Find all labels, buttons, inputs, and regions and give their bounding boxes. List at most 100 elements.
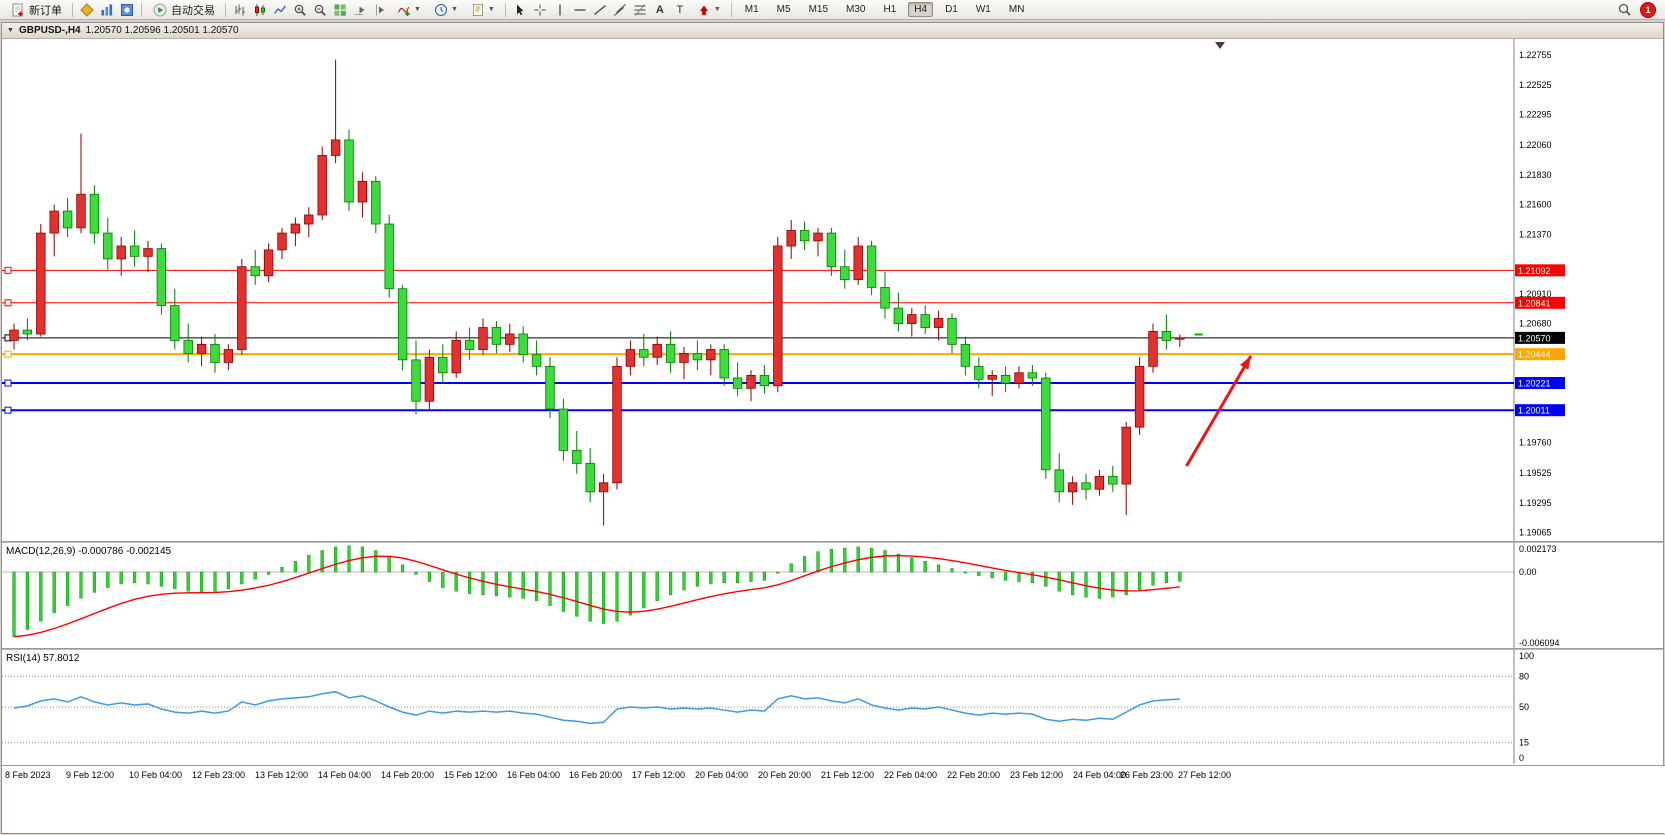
price-label-box [1515, 264, 1565, 277]
chart-shift-icon[interactable] [372, 2, 388, 18]
line-anchor[interactable] [4, 406, 12, 414]
notification-badge[interactable]: 1 [1640, 1, 1656, 18]
panel-separator[interactable] [2, 541, 1663, 543]
timeframe-M1-button[interactable]: M1 [744, 4, 759, 15]
timeframe-group: M1 M5 M15 M30 H1 H4 D1 W1 MN [735, 0, 1035, 19]
macd-panel[interactable]: MACD(12,26,9) -0.000786 -0.002145 0.00217… [2, 543, 1665, 648]
main-toolbar: 新订单 自动交易 [0, 0, 1665, 20]
rsi-panel[interactable]: RSI(14) 57.8012 100 80 50 15 0 [2, 650, 1665, 764]
line-chart-icon[interactable] [272, 2, 288, 18]
timeframe-M5-button[interactable]: M5 [776, 4, 791, 15]
line-anchor[interactable] [4, 266, 12, 274]
svg-text:50: 50 [1519, 702, 1529, 712]
svg-text:80: 80 [1519, 671, 1529, 681]
arrows-button[interactable]: ▼ [692, 0, 725, 20]
svg-text:1.20910: 1.20910 [1519, 289, 1552, 299]
toolbar-separator [72, 2, 73, 17]
chart-window: ▼ GBPUSD-,H4 1.20570 1.20596 1.20501 1.2… [1, 22, 1665, 834]
timeframe-W1-button[interactable]: W1 [975, 4, 991, 15]
auto-trading-icon [152, 2, 168, 18]
hline-1.20011[interactable]: 1.20011 [2, 404, 1565, 417]
chart-shift-marker[interactable] [1215, 42, 1225, 49]
text-label-icon[interactable]: T [676, 3, 684, 16]
svg-text:1.22060: 1.22060 [1519, 140, 1552, 150]
svg-text:1.22755: 1.22755 [1519, 50, 1552, 60]
bar-chart-icon[interactable] [232, 2, 248, 18]
svg-text:1.20680: 1.20680 [1519, 319, 1552, 329]
svg-text:1.21370: 1.21370 [1519, 229, 1552, 239]
time-axis-label: 26 Feb 23:00 [1120, 770, 1174, 780]
chart-titlebar[interactable]: ▼ GBPUSD-,H4 1.20570 1.20596 1.20501 1.2… [2, 23, 1663, 39]
hline-1.20444[interactable]: 1.20444 [2, 348, 1565, 361]
vertical-line-icon[interactable] [552, 2, 568, 18]
time-axis-label: 27 Feb 12:00 [1178, 770, 1232, 780]
trendline-icon[interactable] [592, 2, 608, 18]
timeframe-M15-button[interactable]: M15 [808, 4, 829, 15]
dropdown-caret: ▼ [450, 6, 458, 13]
horizontal-line-icon[interactable] [572, 2, 588, 18]
hline-1.21092[interactable]: 1.21092 [2, 264, 1565, 277]
text-icon[interactable]: A [655, 3, 664, 16]
price-label-box [1515, 348, 1565, 361]
chart-ohlc-values: 1.20570 1.20596 1.20501 1.20570 [85, 25, 239, 36]
svg-text:0.00: 0.00 [1519, 567, 1537, 577]
tile-windows-icon[interactable] [332, 2, 348, 18]
crosshair-icon[interactable] [532, 2, 548, 18]
indicators-button[interactable]: ▼ [392, 0, 425, 20]
toolbar-separator [141, 2, 142, 17]
dropdown-caret: ▼ [487, 6, 495, 13]
price-label-box [1515, 404, 1565, 417]
time-axis-label: 24 Feb 04:00 [1073, 770, 1127, 780]
timeframe-H4-button[interactable]: H4 [908, 2, 934, 17]
svg-text:1.20841: 1.20841 [1518, 298, 1551, 308]
cursor-icon[interactable] [512, 2, 528, 18]
price-chart[interactable]: 1.22755 1.22525 1.22295 1.22060 1.21830 1.216… [2, 39, 1665, 541]
dropdown-caret: ▼ [414, 6, 421, 13]
dropdown-caret: ▼ [713, 6, 721, 13]
trend-arrow[interactable] [1185, 355, 1253, 467]
time-axis-label: 9 Feb 12:00 [66, 770, 115, 780]
zoom-out-icon[interactable] [312, 2, 328, 18]
line-anchor[interactable] [4, 299, 12, 307]
svg-text:-0.006094: -0.006094 [1519, 638, 1560, 648]
svg-text:1.22525: 1.22525 [1519, 80, 1552, 90]
line-anchor[interactable] [4, 379, 12, 387]
toolbar-separator [504, 2, 506, 17]
new-order-button[interactable]: 新订单 [6, 0, 66, 20]
search-icon[interactable] [1616, 2, 1632, 18]
auto-trading-button[interactable]: 自动交易 [148, 0, 219, 20]
navigator-icon[interactable] [119, 2, 135, 18]
hline-1.20841[interactable]: 1.20841 [2, 296, 1565, 309]
svg-text:1.21830: 1.21830 [1519, 170, 1552, 180]
candlestick-chart-icon[interactable] [252, 2, 268, 18]
new-order-label: 新订单 [29, 4, 62, 17]
timeframe-H1-button[interactable]: H1 [883, 4, 897, 15]
hline-1.20570[interactable]: 1.20570 [2, 331, 1565, 344]
chart-menu-triangle[interactable]: ▼ [7, 27, 14, 34]
svg-text:1.20221: 1.20221 [1518, 379, 1551, 389]
templates-button[interactable]: ▼ [466, 0, 499, 20]
timeframe-D1-button[interactable]: D1 [945, 4, 958, 15]
panel-separator[interactable] [2, 648, 1663, 650]
line-anchor[interactable] [4, 350, 12, 358]
time-axis-label: 20 Feb 04:00 [695, 770, 749, 780]
timeframe-M30-button[interactable]: M30 [846, 4, 866, 15]
hline-1.20221[interactable]: 1.20221 [2, 377, 1565, 390]
timeframe-MN-button[interactable]: MN [1008, 4, 1025, 15]
auto-scroll-icon[interactable] [352, 2, 368, 18]
channel-icon[interactable] [612, 2, 628, 18]
periods-button[interactable]: ▼ [429, 0, 462, 20]
time-axis[interactable]: 8 Feb 2023 9 Feb 12:00 10 Feb 04:00 12 Feb … [2, 765, 1665, 786]
price-label-box [1515, 377, 1565, 390]
svg-text:100: 100 [1519, 651, 1534, 661]
time-axis-label: 13 Feb 12:00 [255, 770, 309, 780]
market-watch-icon[interactable] [99, 2, 115, 18]
time-axis-label: 8 Feb 2023 [5, 770, 51, 780]
time-axis-label: 17 Feb 12:00 [632, 770, 686, 780]
profiles-icon[interactable] [79, 2, 95, 18]
svg-text:1.22295: 1.22295 [1519, 110, 1552, 120]
time-axis-label: 12 Feb 23:00 [192, 770, 246, 780]
zoom-in-icon[interactable] [292, 2, 308, 18]
fibonacci-icon[interactable] [632, 2, 648, 18]
